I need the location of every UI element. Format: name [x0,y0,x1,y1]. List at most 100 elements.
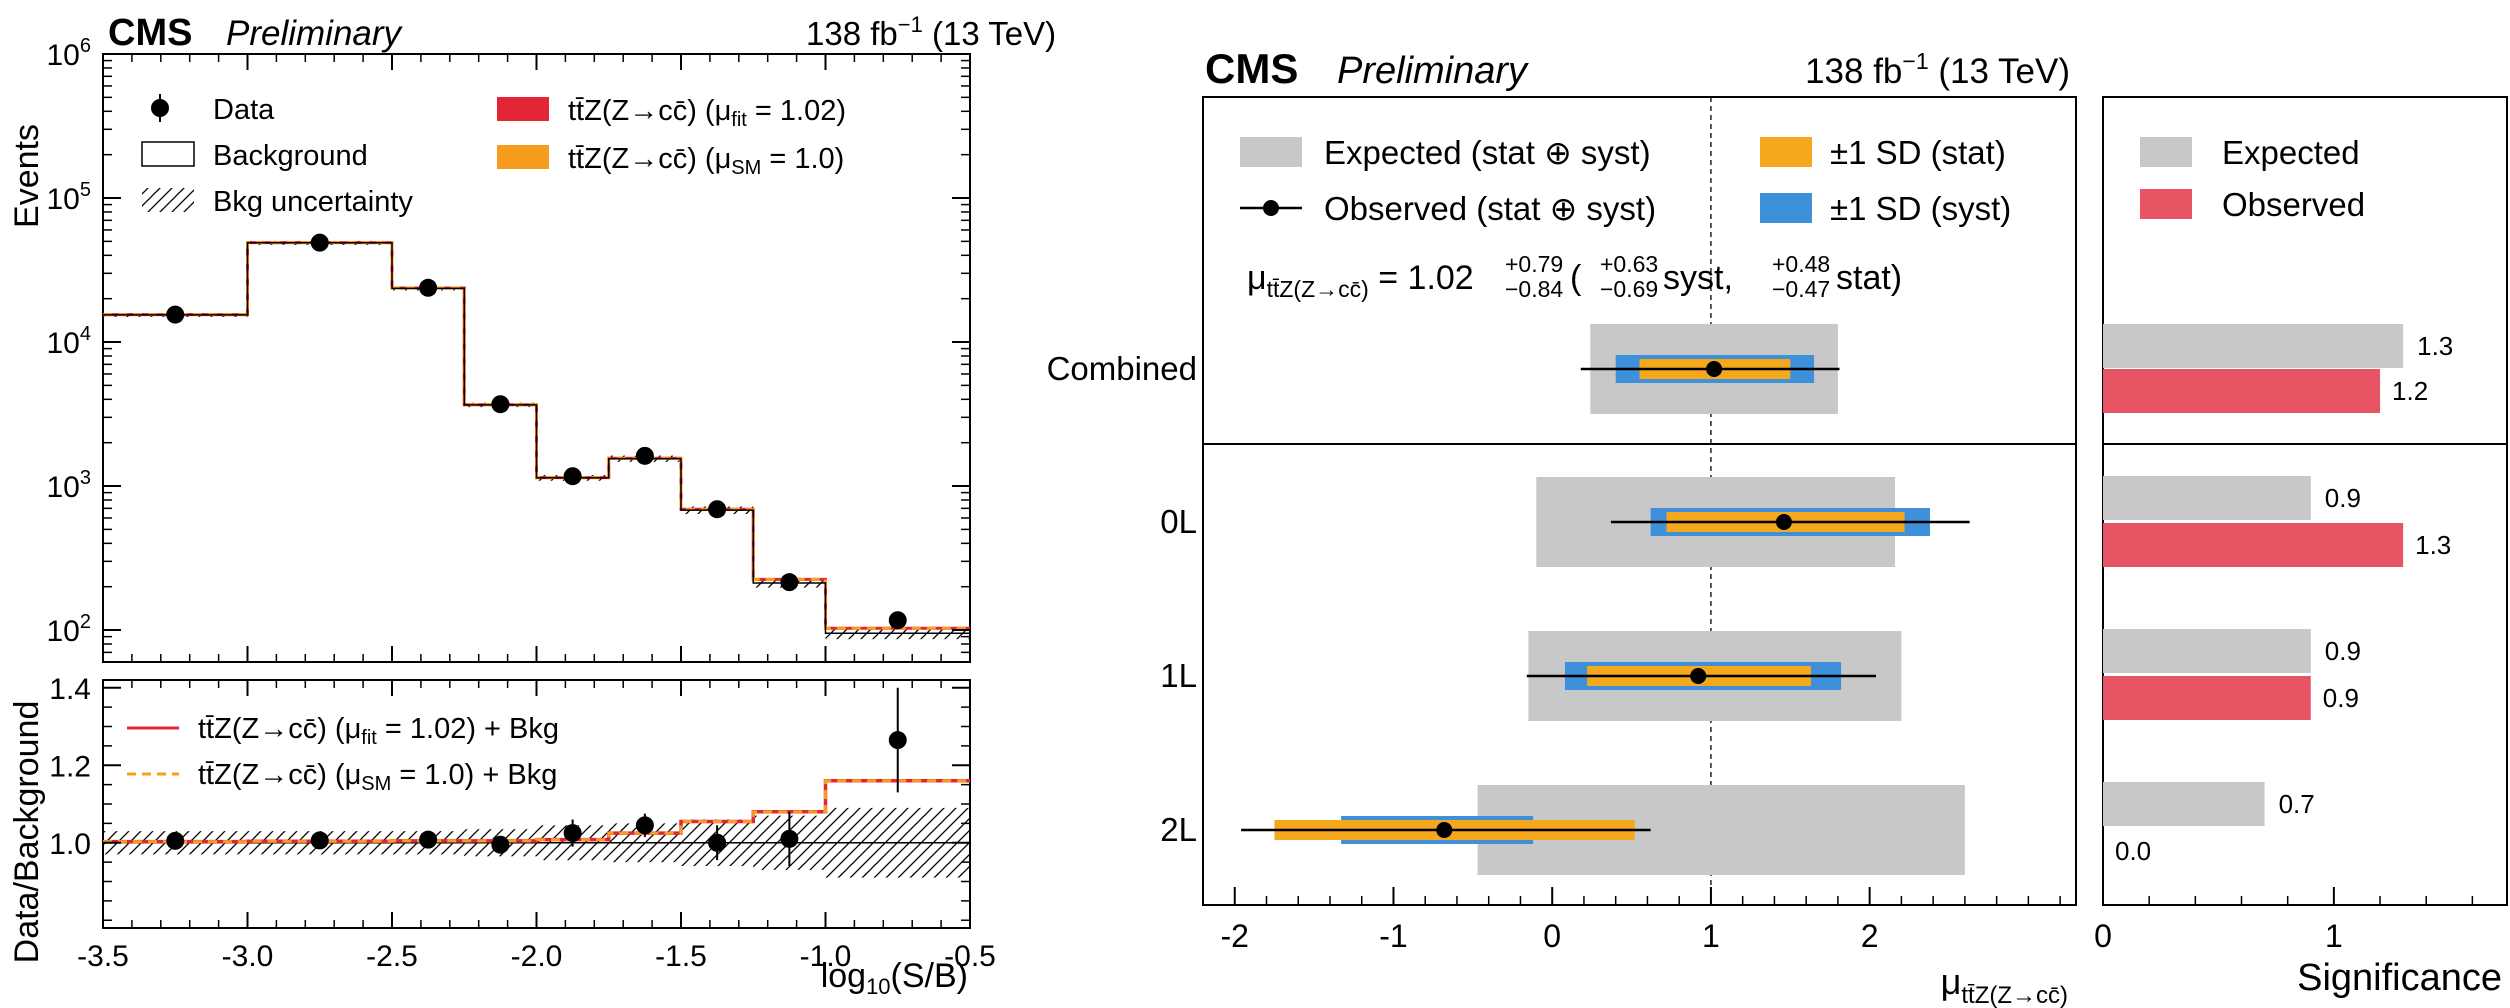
ratio-data-points [166,687,907,866]
ratio-legend-sm-label: tt̄Z(Z→cc̄) (μSM = 1.0) + Bkg [198,759,557,795]
background-line [103,242,970,635]
significance-x-label: Significance [2297,957,2502,999]
mu-stat-word: stat) [1836,259,1902,297]
mu-stat-down: −0.47 [1772,276,1830,302]
events-ytick-label-2: 104 [47,323,92,360]
mu-legend-observed-label: Observed (stat ⊕ syst) [1324,190,1656,227]
ratio-y-label: Data/Background [8,701,46,964]
data-point-1 [310,233,329,252]
sig-xtick-label-1: 1 [2325,918,2343,954]
legend-fit-label: tt̄Z(Z→cc̄) (μfit = 1.02) [568,95,846,131]
ratio-x-label: log10(S/B) [821,957,968,999]
mu-xtick-label-1: -1 [1379,918,1407,954]
mu-open-paren: ( [1570,259,1582,297]
sig-expected-bar-0 [2103,324,2404,368]
mu-legend-expected-swatch [1240,137,1302,167]
ratio-point-8 [888,731,907,750]
ratio-axes: -3.5 -3.0 -2.5 -2.0 -1.5 -1.0 -0.5 1.0 1.2 1.4 [49,673,996,973]
mu-total-down: −0.84 [1505,276,1563,302]
ratio-point-2 [419,830,438,849]
mu-observed-point-3 [1436,822,1453,838]
ratio-point-5 [635,816,654,835]
sig-observed-bar-2 [2103,676,2311,720]
mu-observed-point-0 [1706,361,1723,377]
mu-xtick-label-0: -2 [1221,918,1249,954]
sig-observed-bar-0 [2103,369,2381,413]
ratio-bkg-uncertainty [103,807,970,878]
data-point-0 [166,305,185,324]
ratio-xtick-label-1: -3.0 [222,940,274,973]
ratio-ytick-label-1: 1.2 [49,750,91,783]
legend-background-label: Background [213,140,368,172]
mu-xtick-label-4: 2 [1861,918,1879,954]
events-x-ticks [102,54,971,662]
ratio-point-3 [491,835,510,854]
data-point-8 [888,611,907,630]
legend-sm-swatch [497,145,549,169]
mu-observed-point-1 [1775,514,1792,530]
events-panel: 102 103 104 105 106 Events Data Background B… [8,35,971,663]
events-ytick-label-1: 103 [47,467,92,504]
mu-legend-syst-swatch [1760,193,1812,223]
mu-total-up: +0.79 [1505,251,1563,277]
ratio-panel: -3.5 -3.0 -2.5 -2.0 -1.5 -1.0 -0.5 1.0 1.2 1.4 Da… [8,673,996,999]
mu-legend-stat-swatch [1760,137,1812,167]
ratio-ytick-label-0: 1.0 [49,828,91,861]
sig-expected-label-2: 0.9 [2325,636,2361,666]
legend-fit-swatch [497,97,549,121]
ratio-point-0 [166,831,185,850]
left-lumi-label: 138 fb−1 (13 TeV) [806,12,1056,52]
legend-sm-label: tt̄Z(Z→cc̄) (μSM = 1.0) [568,143,844,179]
sig-expected-label-3: 0.7 [2279,789,2315,819]
mu-xtick-label-2: 0 [1543,918,1561,954]
ratio-xtick-label-2: -2.5 [366,940,418,973]
sig-observed-label-3: 0.0 [2115,836,2151,866]
mu-category-label-0: Combined [1047,350,1197,387]
sig-observed-label-0: 1.2 [2392,376,2428,406]
events-ytick-label-0: 102 [47,611,92,648]
sig-xtick-label-0: 0 [2094,918,2112,954]
mu-syst-down: −0.69 [1600,276,1658,302]
events-ytick-label-3: 105 [47,179,92,216]
data-point-5 [635,446,654,465]
mu-syst-word: syst, [1663,259,1733,297]
legend-bkg-unc-swatch [142,188,194,212]
data-point-7 [780,573,799,592]
mu-panel: Combined 0L 1L 2L -2 -1 0 1 2 μtt̄Z(Z→cc̄) Expe… [1047,96,2077,1008]
mu-category-label-2: 1L [1160,657,1197,694]
legend-background-swatch [141,141,195,167]
sig-expected-bar-3 [2103,782,2265,826]
events-y-axis: 102 103 104 105 106 [47,35,970,654]
legend-data-marker [151,99,169,117]
mu-observed-point-2 [1690,668,1707,684]
legend-bkg-unc-label: Bkg uncertainty [213,186,413,218]
mu-legend-stat-label: ±1 SD (stat) [1830,134,2006,171]
sig-legend-expected-swatch [2140,137,2192,167]
sig-observed-label-1: 1.3 [2415,530,2451,560]
ratio-ytick-label-2: 1.4 [49,673,91,706]
sig-expected-label-0: 1.3 [2417,331,2453,361]
mu-xtick-label-3: 1 [1702,918,1720,954]
ratio-sm-line [103,779,970,844]
mu-category-label-1: 0L [1160,503,1197,540]
mu-panel-frame [1202,96,2077,906]
data-point-3 [491,395,510,414]
data-point-4 [563,467,582,486]
ratio-xtick-label-0: -3.5 [77,940,129,973]
ratio-xtick-label-4: -1.5 [655,940,707,973]
sig-expected-label-1: 0.9 [2325,483,2361,513]
mu-result-text: μtt̄Z(Z→cc̄) = 1.02 [1247,259,1474,302]
ratio-point-7 [780,829,799,848]
right-lumi-label: 138 fb−1 (13 TeV) [1805,48,2070,91]
right-cms-label: CMS [1205,45,1298,92]
mu-legend-syst-label: ±1 SD (syst) [1830,190,2011,227]
sig-observed-label-2: 0.9 [2323,683,2359,713]
ratio-point-6 [708,833,727,852]
data-points [166,233,907,630]
mu-category-label-3: 2L [1160,811,1197,848]
legend-data-label: Data [213,94,275,126]
ratio-xtick-label-5: -1.0 [800,940,852,973]
significance-marks: 1.3 1.2 0.9 1.3 0.9 0.9 0.7 0.0 [2103,324,2453,866]
